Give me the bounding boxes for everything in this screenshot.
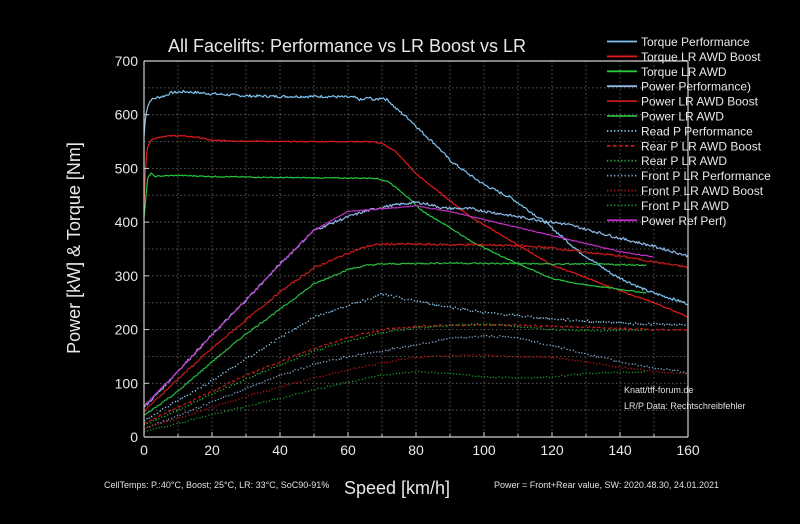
series-line-2: [143, 172, 647, 294]
legend-label-7: Rear P LR AWD Boost: [641, 139, 762, 153]
x-tick-label: 100: [472, 442, 496, 458]
x-tick-label: 20: [204, 442, 220, 458]
series-line-4: [143, 242, 689, 413]
y-tick-label: 700: [115, 53, 139, 69]
y-tick-label: 200: [115, 322, 139, 338]
y-tick-label: 600: [115, 107, 139, 123]
x-axis-label: Speed [km/h]: [344, 478, 450, 498]
series-line-12: [143, 205, 654, 407]
x-tick-label: 40: [272, 442, 288, 458]
y-tick-label: 100: [115, 375, 139, 391]
ticks: 0 100 200 300 400 500 600 700 0 20 40 60 80 100 120 140…: [115, 53, 700, 458]
legend-label-0: Torque Performance: [641, 35, 750, 49]
legend-label-9: Front P LR Performance: [641, 169, 771, 183]
footer-right-note: Power = Front+Rear value, SW: 2020.48.30…: [494, 480, 719, 490]
data-credit-annotation: LR/P Data: Rechtschreibfehler: [624, 401, 745, 411]
legend-label-12: Power Ref Perf): [641, 214, 726, 228]
y-tick-label: 500: [115, 160, 139, 176]
legend-label-3: Power Performance): [641, 80, 751, 94]
x-tick-label: 140: [608, 442, 632, 458]
series-line-5: [143, 261, 647, 416]
y-tick-label: 300: [115, 268, 139, 284]
legend-label-6: Read P Performance: [641, 124, 753, 138]
y-tick-label: 0: [130, 429, 138, 445]
legend-label-2: Torque LR AWD: [641, 65, 727, 79]
legend-label-10: Front P LR AWD Boost: [641, 184, 764, 198]
series-line-11: [143, 370, 647, 433]
series-layer: [143, 89, 689, 433]
legend-label-4: Power LR AWD Boost: [641, 95, 759, 109]
x-tick-label: 160: [676, 442, 700, 458]
legend-label-5: Power LR AWD: [641, 110, 724, 124]
x-tick-label: 60: [340, 442, 356, 458]
x-tick-label: 0: [140, 442, 148, 458]
legend-label-1: Torque LR AWD Boost: [641, 50, 761, 64]
x-tick-label: 120: [540, 442, 564, 458]
y-tick-label: 400: [115, 214, 139, 230]
series-line-1: [143, 134, 688, 318]
series-line-10: [143, 353, 689, 430]
credit-annotation: Knatt/tff-forum.de: [624, 385, 693, 395]
y-axis-label: Power [kW] & Torque [Nm]: [64, 142, 84, 354]
legend-label-8: Rear P LR AWD: [641, 154, 727, 168]
series-line-9: [143, 334, 689, 431]
series-line-8: [143, 322, 647, 426]
legend-label-11: Front P LR AWD: [641, 199, 729, 213]
x-tick-label: 80: [408, 442, 424, 458]
footer-left-note: CellTemps: P.:40°C, Boost; 25°C, LR: 33°…: [104, 480, 329, 490]
series-line-7: [143, 323, 689, 425]
chart-title: All Facelifts: Performance vs LR Boost v…: [168, 36, 526, 56]
